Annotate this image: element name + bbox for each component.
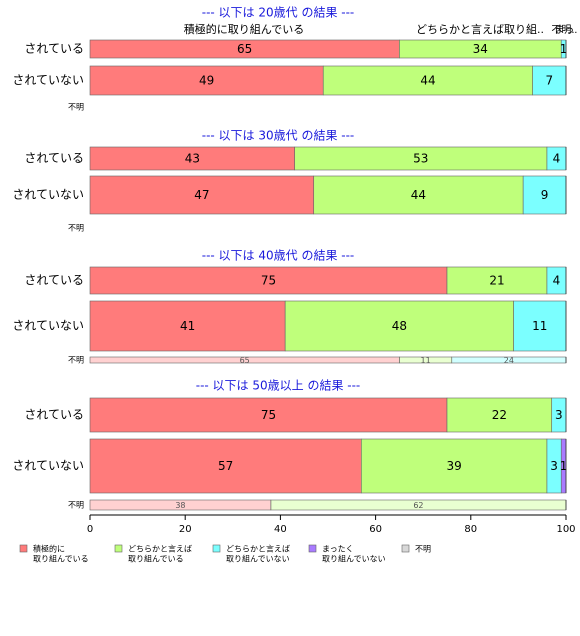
bar-segment	[89, 438, 362, 494]
annotation-label: 不明.	[551, 24, 574, 36]
annotation-label: どちらかと言えば取り組..	[416, 23, 544, 36]
x-tick-label: 20	[179, 524, 192, 535]
data-label: 53	[413, 152, 428, 166]
row-label: 不明	[68, 501, 84, 510]
legend-label: まったく	[322, 545, 354, 554]
data-label: 44	[411, 188, 426, 202]
panel-title: --- 以下は 20歳代 の結果 ---	[202, 6, 355, 20]
x-tick-label: 40	[274, 524, 287, 535]
row-label: 不明	[68, 356, 84, 365]
row-label: 不明	[68, 224, 84, 233]
legend-swatch	[212, 544, 221, 553]
panel-2: --- 以下は 30歳代 の結果 --- されている 43 53 4 されていない 47 44…	[12, 129, 567, 233]
legend-swatch	[114, 544, 123, 553]
bar-segment	[361, 438, 548, 494]
data-label: 65	[240, 356, 250, 365]
x-tick-label: 60	[369, 524, 382, 535]
bar-segment	[446, 266, 548, 295]
data-label: 48	[392, 319, 407, 333]
data-label: 22	[492, 408, 507, 422]
panel-1: --- 以下は 20歳代 の結果 --- されている 65 34 1 されていない 49 44…	[12, 6, 567, 112]
data-label: 1	[560, 459, 568, 473]
legend-label: 取り組んでいる	[33, 554, 89, 564]
data-label: 49	[199, 74, 214, 88]
x-tick-label: 100	[556, 524, 575, 535]
bar-segment	[446, 397, 553, 433]
data-label: 43	[185, 152, 200, 166]
row-label: されていない	[12, 188, 84, 202]
legend-label: 積極的に	[33, 544, 65, 554]
legend-label: 取り組んでいない	[322, 554, 386, 564]
data-label: 47	[194, 188, 209, 202]
row-label: されている	[24, 151, 84, 165]
data-label: 3	[555, 408, 563, 422]
data-label: 57	[218, 459, 233, 473]
row-label: されている	[24, 273, 84, 287]
bar-segment	[284, 300, 514, 352]
panel-4: --- 以下は 50歳以上 の結果 --- されている 75 22 3 されていない 57 3…	[12, 379, 567, 511]
data-label: 11	[420, 356, 430, 365]
panel-title: --- 以下は 40歳代 の結果 ---	[202, 249, 355, 263]
top-annotations: 積極的に取り組んでいる どちらかと言えば取り組.. 不明.まっ.	[184, 22, 578, 36]
bar-segment	[89, 65, 324, 96]
data-label: 4	[553, 152, 561, 166]
data-label: 44	[420, 74, 435, 88]
data-label: 4	[553, 274, 561, 288]
annotation-label: まっ.	[555, 24, 578, 36]
data-label: 24	[504, 356, 514, 365]
legend-swatch	[401, 544, 410, 553]
data-label: 9	[541, 188, 549, 202]
row-label: されていない	[12, 459, 84, 473]
panel-title: --- 以下は 30歳代 の結果 ---	[202, 129, 355, 143]
legend-label: どちらかと言えば	[226, 544, 290, 554]
annotation-label: 積極的に取り組んでいる	[184, 22, 304, 36]
data-label: 39	[446, 459, 461, 473]
data-label: 41	[180, 319, 195, 333]
data-label: 3	[550, 459, 558, 473]
bar-segment	[89, 266, 448, 295]
row-label: 不明	[68, 103, 84, 112]
data-label: 11	[532, 319, 547, 333]
bar-segment	[89, 397, 448, 433]
bar-segment	[89, 300, 286, 352]
legend-label: 取り組んでいない	[226, 554, 290, 564]
legend-label: どちらかと言えば	[128, 544, 192, 554]
row-label: されていない	[12, 319, 84, 333]
data-label: 38	[175, 501, 185, 510]
data-label: 21	[489, 274, 504, 288]
x-tick-label: 0	[87, 524, 93, 535]
x-axis: 0 20 40 60 80 100	[87, 514, 576, 535]
data-label: 75	[261, 408, 276, 422]
row-label: されていない	[12, 73, 84, 87]
bar-segment	[513, 300, 567, 352]
data-label: 34	[473, 42, 488, 56]
panel-title: --- 以下は 50歳以上 の結果 ---	[196, 379, 361, 393]
bar-segment	[89, 175, 315, 215]
data-label: 7	[546, 74, 554, 88]
x-tick-label: 80	[464, 524, 477, 535]
data-label: 75	[261, 274, 276, 288]
row-label: されている	[24, 42, 84, 56]
legend-swatch	[308, 544, 317, 553]
bar-segment	[322, 65, 533, 96]
legend-label: 取り組んでいる	[128, 554, 184, 564]
panel-3: --- 以下は 40歳代 の結果 --- されている 75 21 4 されていない 41 48…	[12, 249, 567, 365]
bar-segment	[313, 175, 524, 215]
data-label: 65	[237, 42, 252, 56]
legend-swatch	[19, 544, 28, 553]
legend-label: 不明	[415, 545, 431, 554]
data-label: 62	[413, 501, 423, 510]
legend: 積極的に取り組んでいるどちらかと言えば取り組んでいるどちらかと言えば取り組んでい…	[19, 544, 431, 564]
data-label: 1	[560, 42, 568, 56]
row-label: されている	[24, 408, 84, 422]
